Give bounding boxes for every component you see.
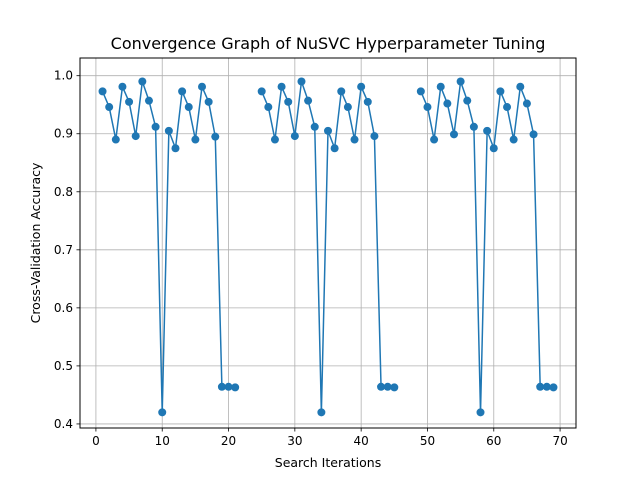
data-point [436,82,445,91]
data-point [191,135,200,144]
data-point [257,87,266,96]
data-point [178,87,187,96]
data-point [171,144,180,153]
x-tick-label: 20 [221,434,236,448]
x-tick-label: 70 [552,434,567,448]
data-point [363,97,372,106]
data-point [231,383,240,392]
data-point [489,144,498,153]
data-point [449,130,458,139]
data-point [158,408,167,417]
data-point [522,99,531,108]
data-point [304,96,313,105]
data-point [337,87,346,96]
y-tick-label: 1.0 [54,69,73,83]
data-point [390,383,399,392]
data-point [284,97,293,106]
data-point [542,382,551,391]
y-tick-label: 0.4 [54,417,73,431]
y-tick-label: 0.7 [54,243,73,257]
data-point [350,135,359,144]
plot-frame [79,57,577,429]
data-point [270,135,279,144]
data-point [416,87,425,96]
y-tick-label: 0.6 [54,301,73,315]
data-point [357,82,366,91]
data-point [144,96,153,105]
x-tick-label: 10 [155,434,170,448]
data-point [211,132,220,141]
data-point [290,132,299,141]
data-point [138,77,147,86]
data-point [125,97,134,106]
data-point [483,126,492,135]
data-point [217,382,226,391]
x-tick-label: 30 [287,434,302,448]
data-point [224,382,233,391]
data-point [118,82,127,91]
data-point [204,97,213,106]
data-point [98,87,107,96]
x-tick-label: 0 [92,434,100,448]
data-point [111,135,120,144]
data-point [164,126,173,135]
data-point [370,132,379,141]
data-point [105,103,114,112]
data-point [536,382,545,391]
chart-title: Convergence Graph of NuSVC Hyperparamete… [111,34,546,53]
data-point [529,130,538,139]
y-tick-label: 0.5 [54,359,73,373]
y-axis-label: Cross-Validation Accuracy [28,162,43,323]
data-point [476,408,485,417]
data-point [317,408,326,417]
x-tick-label: 60 [486,434,501,448]
data-point [377,382,386,391]
x-tick-label: 40 [354,434,369,448]
data-point [443,99,452,108]
data-point [463,96,472,105]
data-point [496,87,505,96]
data-point [383,382,392,391]
x-axis-label: Search Iterations [275,455,381,470]
data-point [549,383,558,392]
data-point [297,77,306,86]
y-tick-label: 0.9 [54,127,73,141]
data-point [324,126,332,135]
data-point [198,82,207,91]
data-point [503,103,512,112]
y-tick-label: 0.8 [54,185,73,199]
tick-layer: 0 10 20 30 40 50 60 70 0.4 0.5 0.6 0.7 0.8 0.9 1.0 [54,69,568,448]
data-point [131,132,140,141]
data-point [330,144,339,153]
data-point [423,103,432,112]
data-layer [98,77,558,417]
x-tick-label: 50 [420,434,435,448]
data-point [469,122,478,131]
data-point [277,82,286,91]
data-point [184,103,193,112]
data-point [310,122,319,131]
data-point [430,135,439,144]
data-point [509,135,518,144]
data-point [516,82,525,91]
data-point [264,103,273,112]
data-point [456,77,465,86]
data-point [343,103,352,112]
data-point [151,122,160,131]
